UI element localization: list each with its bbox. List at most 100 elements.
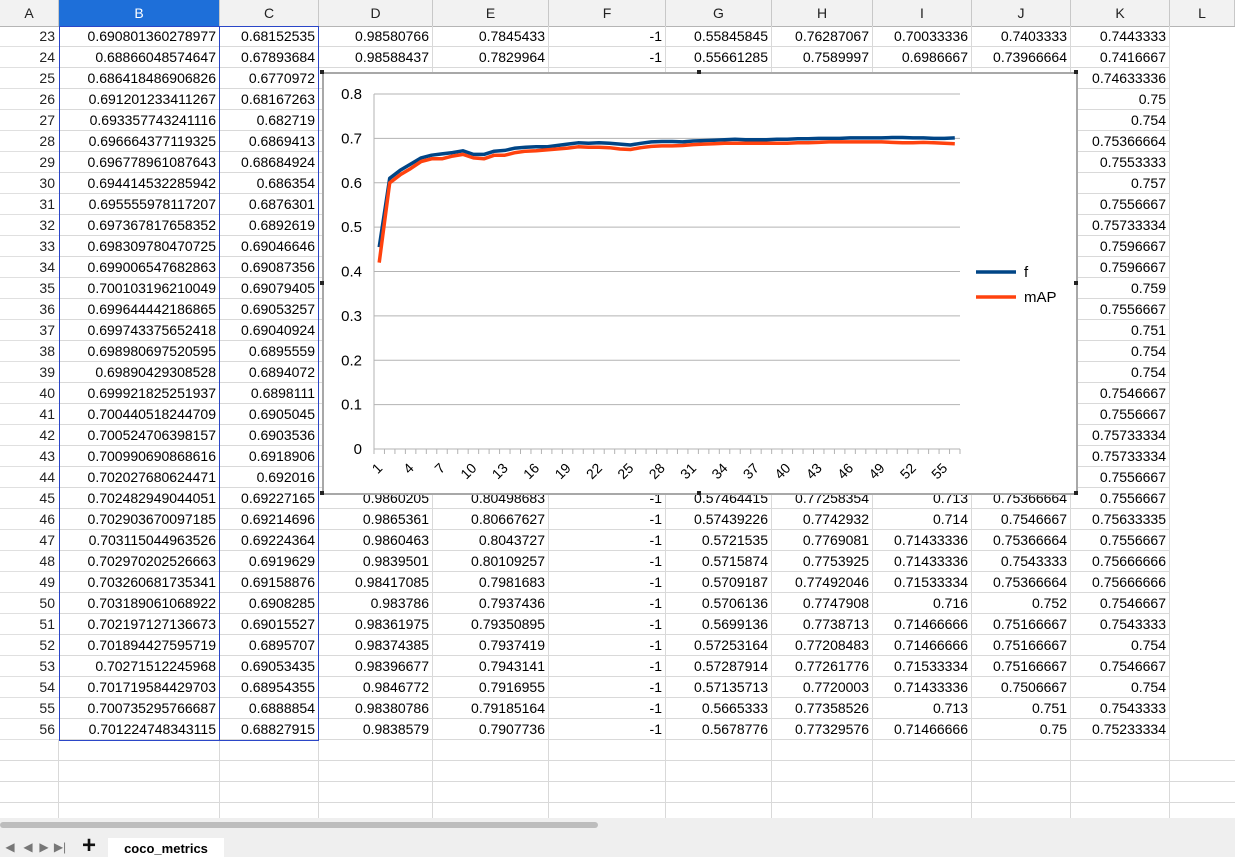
row-header[interactable]: 51 (0, 614, 59, 635)
cell[interactable]: 0.71533334 (873, 656, 972, 677)
row-header[interactable]: 29 (0, 152, 59, 173)
cell[interactable]: 0.713 (873, 698, 972, 719)
row-header[interactable]: 37 (0, 320, 59, 341)
cell[interactable]: 0.691201233411267 (59, 89, 220, 110)
cell[interactable]: -1 (549, 698, 666, 719)
cell[interactable]: 0.5665333 (666, 698, 772, 719)
cell[interactable]: 0.703260681735341 (59, 572, 220, 593)
cell[interactable]: 0.9846772 (319, 677, 433, 698)
cell[interactable]: 0.55845845 (666, 26, 772, 47)
sheet-tab-coco-metrics[interactable]: coco_metrics (108, 836, 224, 859)
cell[interactable]: 0.6876301 (220, 194, 319, 215)
cell[interactable]: 0.693357743241116 (59, 110, 220, 131)
cell[interactable]: 0.7829964 (433, 47, 549, 68)
cell[interactable]: 0.7747908 (772, 593, 873, 614)
row-header[interactable]: 50 (0, 593, 59, 614)
cell[interactable]: 0.9860463 (319, 530, 433, 551)
cell[interactable]: 0.75366664 (972, 572, 1071, 593)
cell[interactable]: 0.75233334 (1071, 719, 1170, 740)
cell[interactable]: 0.7556667 (1071, 488, 1170, 509)
cell[interactable]: 0.5715874 (666, 551, 772, 572)
cell[interactable]: 0.759 (1071, 278, 1170, 299)
cell[interactable]: 0.7556667 (1071, 299, 1170, 320)
cell[interactable]: 0.75633335 (1071, 509, 1170, 530)
cell[interactable]: 0.700440518244709 (59, 404, 220, 425)
cell[interactable]: 0.7738713 (772, 614, 873, 635)
row-header[interactable]: 52 (0, 635, 59, 656)
cell[interactable]: 0.7546667 (1071, 656, 1170, 677)
column-header-j[interactable]: J (972, 0, 1071, 26)
cell[interactable]: 0.7443333 (1071, 26, 1170, 47)
cell[interactable]: 0.75366664 (1071, 131, 1170, 152)
cell[interactable]: 0.754 (1071, 635, 1170, 656)
cell[interactable]: 0.7742932 (772, 509, 873, 530)
row-header[interactable]: 38 (0, 341, 59, 362)
cell[interactable]: 0.6898111 (220, 383, 319, 404)
cell[interactable]: 0.77208483 (772, 635, 873, 656)
cell[interactable]: -1 (549, 530, 666, 551)
cell[interactable]: 0.697367817658352 (59, 215, 220, 236)
cell[interactable]: 0.67893684 (220, 47, 319, 68)
cell[interactable]: 0.7416667 (1071, 47, 1170, 68)
cell[interactable]: 0.700735295766687 (59, 698, 220, 719)
row-header[interactable]: 44 (0, 467, 59, 488)
row-header[interactable]: 45 (0, 488, 59, 509)
cell[interactable]: 0.79185164 (433, 698, 549, 719)
cell[interactable]: 0.700990690868616 (59, 446, 220, 467)
row-header[interactable]: 47 (0, 530, 59, 551)
cell[interactable]: 0.699921825251937 (59, 383, 220, 404)
cell[interactable]: 0.69079405 (220, 278, 319, 299)
cell[interactable]: 0.7937419 (433, 635, 549, 656)
cell[interactable]: 0.75733334 (1071, 425, 1170, 446)
cell[interactable]: 0.73966664 (972, 47, 1071, 68)
cell[interactable]: 0.754 (1071, 110, 1170, 131)
cell[interactable]: 0.701224748343115 (59, 719, 220, 740)
row-header[interactable]: 48 (0, 551, 59, 572)
row-header[interactable]: 36 (0, 299, 59, 320)
cell[interactable]: 0.698980697520595 (59, 341, 220, 362)
cell[interactable]: 0.69890429308528 (59, 362, 220, 383)
column-header-k[interactable]: K (1071, 0, 1170, 26)
prev-sheet-icon[interactable]: ◀ (23, 840, 33, 854)
cell[interactable]: 0.5721535 (666, 530, 772, 551)
cell[interactable]: 0.7556667 (1071, 194, 1170, 215)
cell[interactable]: 0.7556667 (1071, 530, 1170, 551)
column-header-h[interactable]: H (772, 0, 873, 26)
cell[interactable]: 0.702970202526663 (59, 551, 220, 572)
cell[interactable]: 0.702027680624471 (59, 467, 220, 488)
cell[interactable]: 0.7596667 (1071, 257, 1170, 278)
cell[interactable]: 0.98417085 (319, 572, 433, 593)
cell[interactable]: 0.74633336 (1071, 68, 1170, 89)
chart-resize-handle[interactable] (1074, 70, 1078, 74)
cell[interactable]: 0.75666666 (1071, 551, 1170, 572)
cell[interactable]: 0.754 (1071, 341, 1170, 362)
cell[interactable]: 0.69224364 (220, 530, 319, 551)
row-header[interactable]: 30 (0, 173, 59, 194)
cell[interactable]: 0.701719584429703 (59, 677, 220, 698)
cell[interactable]: 0.703115044963526 (59, 530, 220, 551)
cell[interactable]: 0.7506667 (972, 677, 1071, 698)
cell[interactable]: -1 (549, 593, 666, 614)
cell[interactable]: 0.71466666 (873, 635, 972, 656)
row-header[interactable]: 43 (0, 446, 59, 467)
column-header-b[interactable]: B (59, 0, 220, 26)
cell[interactable]: 0.69040924 (220, 320, 319, 341)
cell[interactable]: 0.716 (873, 593, 972, 614)
cell[interactable]: 0.80667627 (433, 509, 549, 530)
cell[interactable]: 0.7556667 (1071, 404, 1170, 425)
cell[interactable]: 0.5706136 (666, 593, 772, 614)
chart-resize-handle[interactable] (320, 70, 324, 74)
cell[interactable]: 0.6869413 (220, 131, 319, 152)
cell[interactable]: 0.7543333 (972, 551, 1071, 572)
cell[interactable]: 0.7981683 (433, 572, 549, 593)
cell[interactable]: 0.6986667 (873, 47, 972, 68)
column-header-c[interactable]: C (220, 0, 319, 26)
cell[interactable]: 0.6895559 (220, 341, 319, 362)
cell[interactable]: 0.702903670097185 (59, 509, 220, 530)
plus-icon[interactable]: + (81, 832, 96, 859)
cell[interactable]: 0.75166667 (972, 614, 1071, 635)
cell[interactable]: 0.9838579 (319, 719, 433, 740)
cell[interactable]: -1 (549, 614, 666, 635)
cell[interactable]: 0.757 (1071, 173, 1170, 194)
cell[interactable]: -1 (549, 635, 666, 656)
